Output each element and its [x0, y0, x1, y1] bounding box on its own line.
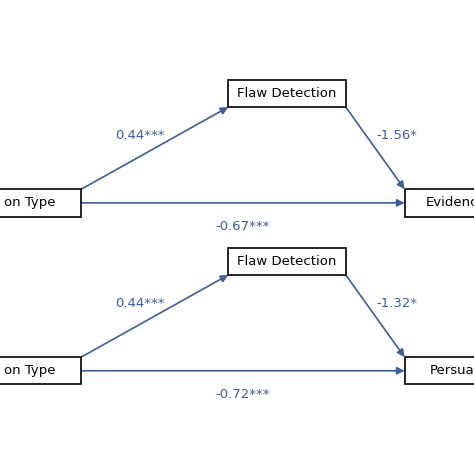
Text: on Type: on Type	[4, 364, 55, 377]
Text: -0.67***: -0.67***	[216, 220, 270, 233]
FancyBboxPatch shape	[228, 80, 346, 107]
Text: 0.44***: 0.44***	[115, 297, 165, 310]
FancyBboxPatch shape	[0, 357, 82, 384]
Text: Flaw Detection: Flaw Detection	[237, 87, 337, 100]
Text: Persuas: Persuas	[430, 364, 474, 377]
FancyBboxPatch shape	[405, 189, 474, 217]
Text: Evidence: Evidence	[426, 196, 474, 210]
Text: Flaw Detection: Flaw Detection	[237, 255, 337, 268]
Text: -1.56*: -1.56*	[377, 129, 418, 142]
Text: on Type: on Type	[4, 196, 55, 210]
Text: -0.72***: -0.72***	[216, 388, 270, 401]
FancyBboxPatch shape	[0, 189, 82, 217]
FancyBboxPatch shape	[405, 357, 474, 384]
Text: -1.32*: -1.32*	[377, 297, 418, 310]
FancyBboxPatch shape	[228, 247, 346, 275]
Text: 0.44***: 0.44***	[115, 129, 165, 142]
